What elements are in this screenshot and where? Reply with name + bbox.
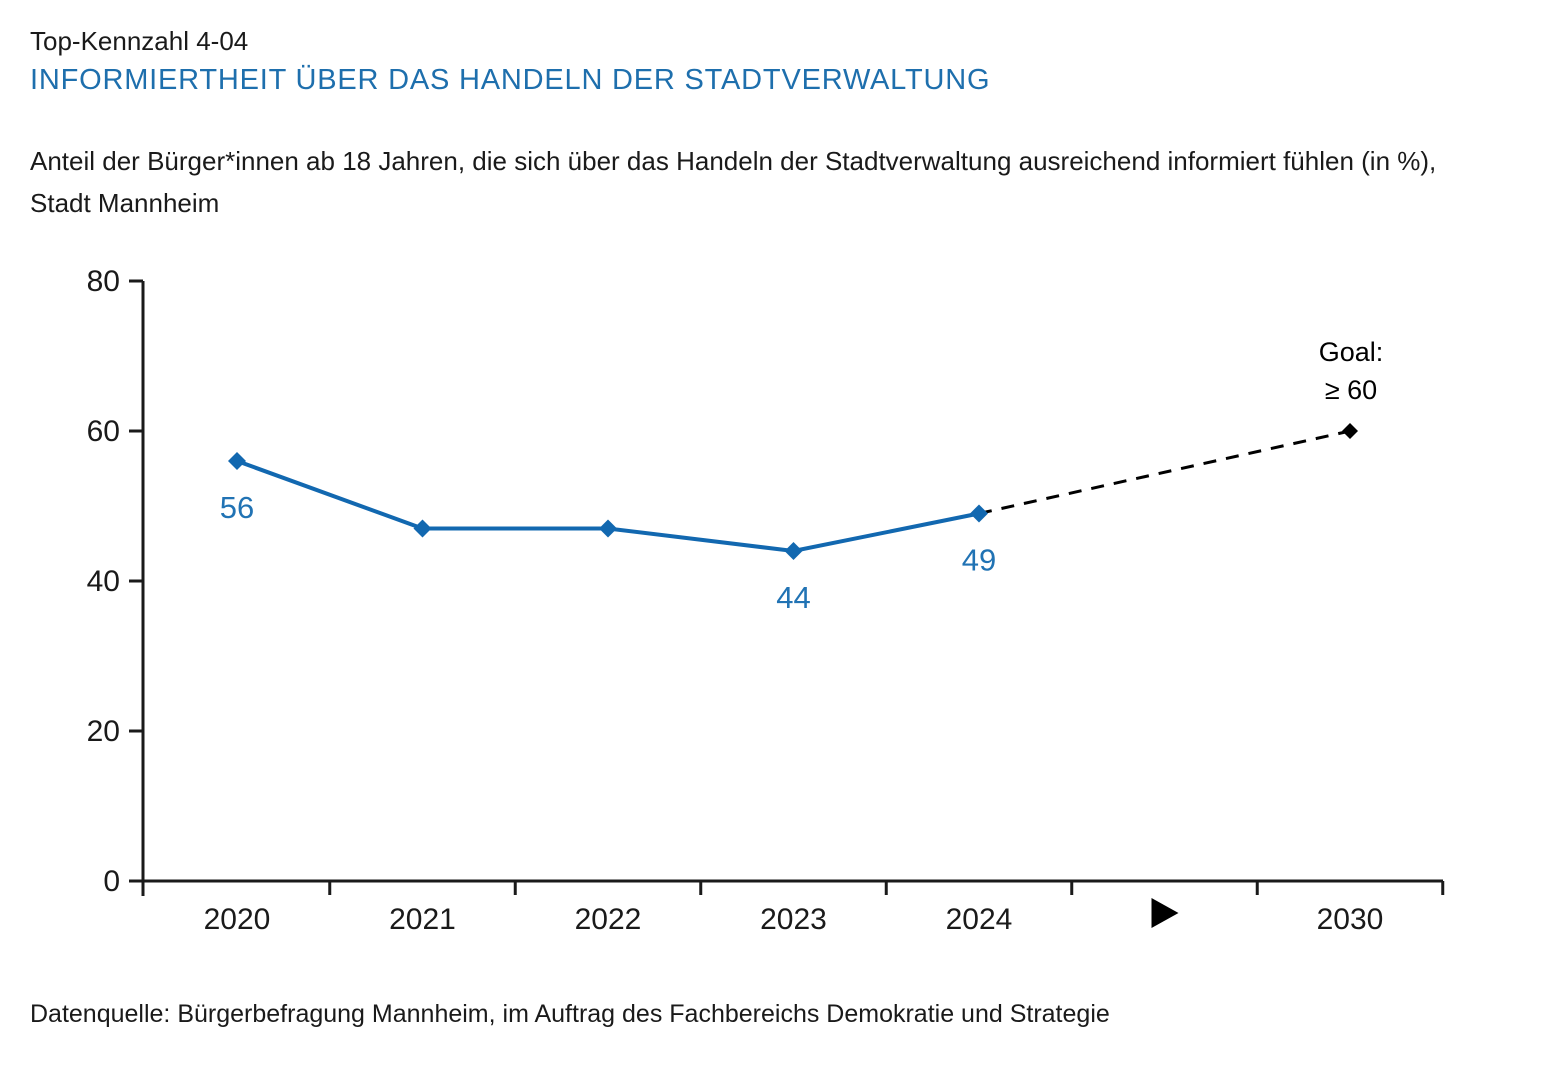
y-tick-label: 40 [87,565,120,598]
x-category-label: 2023 [760,903,827,936]
chart-subtitle: Anteil der Bürger*innen ab 18 Jahren, di… [30,140,1436,224]
goal-marker [1342,423,1358,439]
forward-arrow-icon [1151,898,1179,928]
data-point-marker [413,519,432,538]
y-tick-label: 0 [103,865,120,898]
data-point-label: 44 [776,580,810,615]
x-category-label: 2020 [204,903,271,936]
chart-subtitle-line1: Anteil der Bürger*innen ab 18 Jahren, di… [30,146,1437,176]
y-tick-label: 60 [87,415,120,448]
goal-connector-line [978,429,1351,515]
data-point-marker [599,519,617,538]
goal-annotation: Goal: ≥ 60 [1271,333,1431,409]
data-point-marker [970,504,988,523]
x-category-label: 2030 [1317,903,1384,936]
kpi-kicker: Top-Kennzahl 4-04 [30,26,249,56]
goal-label-line2: ≥ 60 [1324,375,1378,405]
x-category-label: 2022 [575,903,642,936]
x-category-label: 2024 [946,903,1013,936]
y-tick-label: 80 [87,265,120,298]
y-tick-label: 20 [87,715,120,748]
x-category-label: 2021 [389,903,456,936]
chart-title: INFORMIERTHEIT ÜBER DAS HANDELN DER STAD… [30,64,991,96]
chart-subtitle-line2: Stadt Mannheim [30,188,220,218]
data-point-label: 56 [220,490,254,525]
goal-label-line1: Goal: [1318,337,1384,367]
data-point-marker [784,542,803,560]
data-point-marker [228,452,246,470]
data-source: Datenquelle: Bürgerbefragung Mannheim, i… [30,1000,1110,1028]
data-point-label: 49 [962,543,996,578]
